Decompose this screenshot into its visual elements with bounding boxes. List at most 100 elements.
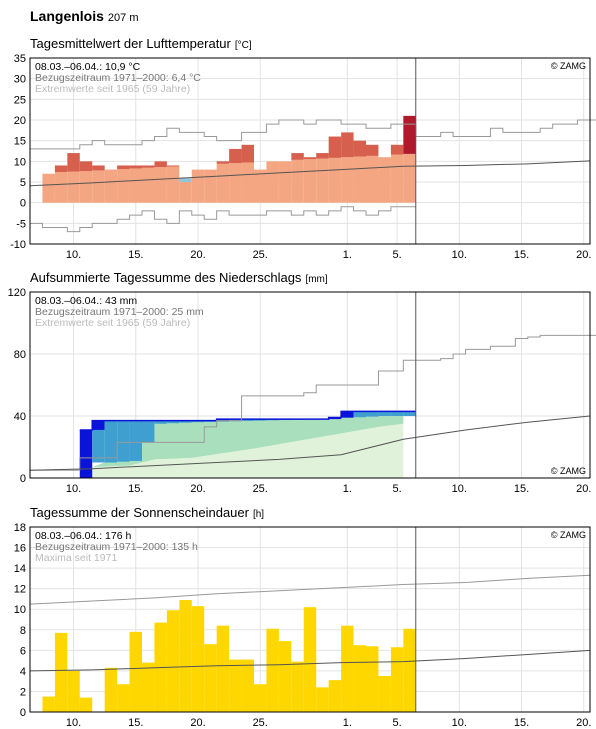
sunshine-bar: [316, 687, 329, 712]
sunshine-bar: [229, 659, 242, 712]
precip-daily-increment: [92, 420, 105, 430]
precipitation-chart: 0 40 80 120 10. 15. 20. 25. 1. 5. 10. 15. 20. 08.03.–…: [8, 287, 596, 495]
temperature-bar-base: [216, 163, 230, 203]
y-tick-label: 15: [14, 136, 26, 148]
x-tick-label: 25.: [253, 717, 268, 729]
temperature-bar-anomaly: [54, 165, 68, 173]
precip-cumulative-bar: [191, 420, 205, 423]
temperature-bar-anomaly: [303, 157, 317, 160]
sunshine-title-text: Tagessumme der Sonnenscheindauer: [30, 505, 249, 520]
temperature-bar-base: [154, 167, 167, 203]
temperature-bar-anomaly: [291, 153, 304, 160]
precip-cumulative-bar: [142, 420, 155, 443]
extreme-max-line: [30, 334, 596, 471]
x-tick-label: 25.: [253, 483, 268, 495]
y-tick-label: 0: [20, 473, 26, 485]
median-band-area: [92, 416, 404, 468]
normal-line: [29, 415, 591, 471]
y-tick-label: 12: [14, 584, 26, 596]
x-tick-label: 25.: [253, 249, 268, 261]
sunshine-bar: [390, 647, 404, 712]
temperature-chart-title: Tagesmittelwert der Lufttemperatur [°C]: [30, 36, 252, 51]
temperature-bar-base: [179, 182, 192, 203]
precip-daily-increment: [341, 411, 354, 418]
precip-cumulative-bar: [403, 411, 416, 416]
extreme-min-line: [30, 206, 416, 233]
y-tick-label: 25: [14, 94, 26, 106]
x-tick-label: 20.: [190, 249, 205, 261]
precip-daily-increment: [216, 419, 230, 421]
info-line: Extremwerte seit 1965 (59 Jahre): [35, 83, 190, 95]
x-tick-label: 10.: [452, 717, 467, 729]
x-tick-label: 20.: [190, 717, 205, 729]
sunshine-bar: [216, 625, 230, 712]
y-tick-label: -5: [16, 218, 26, 230]
sunshine-chart: 0 2 4 6 8 10 12 14 16 18 10. 15. 20. 25. 1. 5. 10. 15. 20.…: [14, 522, 592, 729]
sunshine-bar: [54, 632, 68, 712]
temperature-bar-anomaly: [142, 165, 155, 168]
copyright-label: © ZAMG: [551, 61, 586, 71]
temperature-bar-base: [378, 157, 391, 203]
normal-line: [29, 160, 591, 187]
temperature-bar-base: [117, 169, 130, 203]
temperature-bar-anomaly: [129, 165, 142, 169]
temperature-bar-anomaly: [154, 161, 167, 168]
data-marks: [29, 334, 596, 478]
x-tick-label: 20.: [576, 249, 591, 261]
temperature-bar-base: [204, 169, 217, 203]
x-tick-label: 10.: [66, 717, 81, 729]
sunshine-bar: [42, 696, 55, 712]
temperature-bar-base: [92, 170, 105, 203]
info-line: 08.03.–06.04.: 43 mm: [35, 295, 137, 307]
sunshine-bar: [67, 670, 80, 712]
info-line: 08.03.–06.04.: 176 h: [35, 530, 131, 542]
temperature-bar-base: [328, 157, 342, 203]
x-tick-label: 1.: [343, 483, 352, 495]
normal-line: [29, 649, 591, 672]
temperature-bar-base: [104, 169, 118, 203]
temperature-bar-anomaly: [366, 144, 379, 156]
y-tick-label: 0: [20, 198, 26, 210]
x-tick-label: 10.: [66, 249, 81, 261]
y-tick-label: 2: [20, 686, 26, 698]
copyright-label: © ZAMG: [551, 530, 586, 540]
station-name: Langenlois: [30, 8, 104, 24]
temperature-bar-base: [129, 168, 142, 203]
y-tick-label: 14: [14, 563, 26, 575]
precipitation-unit: [mm]: [305, 274, 328, 285]
temperature-bar-base: [254, 169, 267, 203]
temperature-bar-anomaly: [316, 153, 329, 159]
y-tick-label: 80: [14, 349, 26, 361]
temperature-bar-base: [241, 162, 254, 203]
temperature-bar-base: [353, 156, 366, 203]
sunshine-bar: [204, 644, 217, 712]
x-tick-label: 15.: [514, 717, 529, 729]
sunshine-bar: [378, 676, 391, 712]
temperature-bar-anomaly: [229, 148, 242, 164]
info-line: Bezugszeitraum 1971–2000: 135 h: [35, 541, 198, 553]
cumulative-line: [79, 410, 416, 431]
temperature-bar-base: [278, 161, 292, 203]
maxima-line: [29, 574, 591, 605]
y-tick-label: 8: [20, 625, 26, 637]
sunshine-bar: [291, 661, 304, 712]
station-header: Langenlois 207 m: [30, 8, 138, 24]
x-tick-label: 5.: [393, 717, 402, 729]
plot-frame: [29, 291, 591, 479]
sunshine-bar: [117, 684, 130, 712]
x-tick-label: 20.: [576, 483, 591, 495]
x-tick-label: 15.: [514, 249, 529, 261]
temperature-title-text: Tagesmittelwert der Lufttemperatur: [30, 36, 231, 51]
precipitation-title-text: Aufsummierte Tagessumme des Niederschlag…: [30, 270, 302, 285]
y-tick-label: -10: [10, 239, 26, 251]
temperature-bar-base: [166, 166, 180, 203]
sunshine-bar: [303, 607, 317, 712]
y-tick-label: 5: [20, 177, 26, 189]
x-tick-label: 5.: [393, 483, 402, 495]
temperature-bar-base: [54, 172, 68, 203]
temperature-bar-base: [341, 157, 354, 203]
x-tick-label: 15.: [128, 717, 143, 729]
temperature-bar-anomaly: [92, 165, 105, 171]
x-tick-label: 10.: [66, 483, 81, 495]
extreme-max-line: [30, 119, 596, 150]
